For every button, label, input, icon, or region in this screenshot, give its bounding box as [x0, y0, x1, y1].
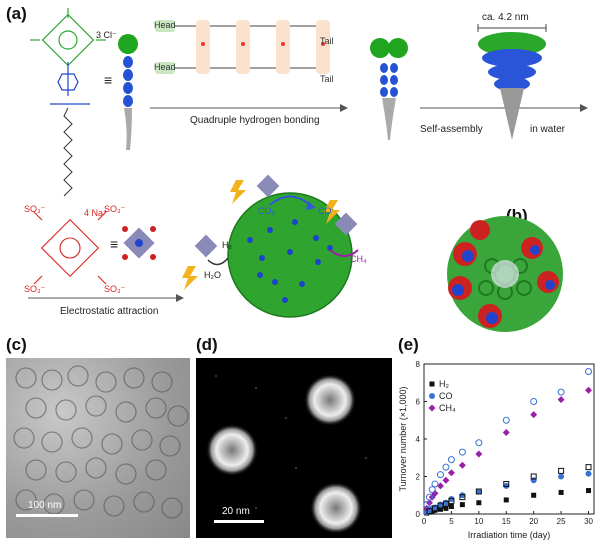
- tail-label-2: Tail: [320, 74, 334, 84]
- head-label-1: Head: [154, 20, 176, 30]
- turnover-chart: 0 5 10 15 20 25 30 0 2 4 6 8 Irradiation time (day) T…: [398, 356, 598, 546]
- co2-label: CO₂: [258, 206, 275, 216]
- oxygen-atoms: [201, 42, 325, 46]
- amphiphile-icon: [118, 34, 138, 150]
- x-tick-label: 30: [584, 517, 593, 526]
- panel-label-e: (e): [398, 335, 419, 355]
- so3-label-2: SO₃⁻: [104, 204, 125, 215]
- point-ch4: [459, 462, 466, 469]
- h2o-label: H₂O: [204, 270, 221, 280]
- scale-bar-c: [16, 514, 78, 517]
- point-ch4: [448, 469, 455, 476]
- so3-label-4: SO₃⁻: [104, 284, 125, 295]
- catalyst-icon: [122, 226, 156, 260]
- point-h2: [531, 493, 536, 498]
- legend-label: H₂: [439, 379, 449, 389]
- point-open-circle: [448, 457, 454, 463]
- x-tick-label: 0: [422, 517, 427, 526]
- point-h2: [449, 504, 454, 509]
- legend-marker-ch4: [429, 405, 436, 412]
- tail-label-1: Tail: [320, 36, 334, 46]
- point-open-circle: [531, 399, 537, 405]
- scale-label-c: 100 nm: [28, 500, 61, 511]
- x-tick-label: 10: [474, 517, 483, 526]
- y-tick-label: 8: [416, 360, 421, 369]
- linker: [50, 62, 90, 104]
- plot-frame: [424, 364, 594, 514]
- legend-marker-h2: [430, 382, 435, 387]
- legend-label: CO: [439, 391, 453, 401]
- x-tick-label: 5: [449, 517, 454, 526]
- sulfonated-porphyrin: [34, 212, 106, 284]
- point-open-square: [559, 468, 564, 473]
- point-open-circle: [437, 472, 443, 478]
- tem-texture: [6, 358, 190, 538]
- point-open-circle: [586, 369, 592, 375]
- panel-label-c: (c): [6, 335, 27, 355]
- point-ch4: [475, 451, 482, 458]
- size-label: ca. 4.2 nm: [482, 12, 529, 23]
- electrostatic-label: Electrostatic attraction: [60, 306, 158, 317]
- legend-marker-co: [429, 393, 435, 399]
- so3-label-1: SO₃⁻: [24, 204, 45, 215]
- in-water-label: in water: [530, 124, 565, 135]
- point-ch4: [442, 477, 449, 484]
- head-label-2: Head: [154, 62, 176, 72]
- y-axis-label: Turnover number (×1,000): [398, 387, 408, 492]
- equivalent-sign-2: ≡: [110, 236, 118, 252]
- y-tick-label: 4: [416, 435, 421, 444]
- so3-label-3: SO₃⁻: [24, 284, 45, 295]
- point-open-circle: [432, 481, 438, 487]
- y-tick-label: 2: [416, 473, 421, 482]
- counterion-label: 3 Cl⁻: [96, 30, 117, 41]
- point-open-circle: [459, 449, 465, 455]
- alkyl-chain: [64, 108, 72, 196]
- point-ch4: [558, 396, 565, 403]
- point-open-circle: [443, 464, 449, 470]
- point-h2: [460, 502, 465, 507]
- point-co: [586, 471, 592, 477]
- scale-label-d: 20 nm: [222, 506, 250, 517]
- point-open-circle: [558, 389, 564, 395]
- ch4-label: CH₄: [350, 254, 367, 264]
- x-tick-label: 15: [502, 517, 511, 526]
- point-h2: [504, 497, 509, 502]
- tem-image: 100 nm: [6, 358, 190, 538]
- point-open-circle: [476, 440, 482, 446]
- point-h2: [476, 500, 481, 505]
- point-ch4: [503, 429, 510, 436]
- y-tick-label: 6: [416, 398, 421, 407]
- scale-bar-d: [214, 520, 264, 523]
- porphyrin-molecule: [30, 8, 106, 65]
- panel-label-d: (d): [196, 335, 218, 355]
- point-ch4: [530, 411, 537, 418]
- stem-image: 20 nm: [196, 358, 392, 538]
- panel-b-model: [420, 208, 590, 336]
- point-open-circle: [503, 417, 509, 423]
- equivalent-sign-1: ≡: [104, 72, 112, 88]
- x-axis-label: Irradiation time (day): [468, 530, 551, 540]
- self-assembly-label: Self-assembly: [420, 124, 483, 135]
- co-label: CO: [318, 206, 332, 216]
- hbond-highlights: [196, 20, 330, 74]
- point-ch4: [585, 387, 592, 394]
- hbond-caption: Quadruple hydrogen bonding: [190, 115, 320, 126]
- h2-product-label: H₂: [222, 240, 232, 250]
- legend-label: CH₄: [439, 403, 456, 413]
- point-h2: [586, 488, 591, 493]
- y-tick-label: 0: [416, 510, 421, 519]
- x-tick-label: 20: [529, 517, 538, 526]
- dimer-icon: [370, 38, 408, 140]
- x-tick-label: 25: [557, 517, 566, 526]
- point-open-circle: [429, 487, 435, 493]
- point-h2: [559, 490, 564, 495]
- point-co: [558, 474, 564, 480]
- micelle-cone: [478, 24, 546, 140]
- point-open-square: [586, 465, 591, 470]
